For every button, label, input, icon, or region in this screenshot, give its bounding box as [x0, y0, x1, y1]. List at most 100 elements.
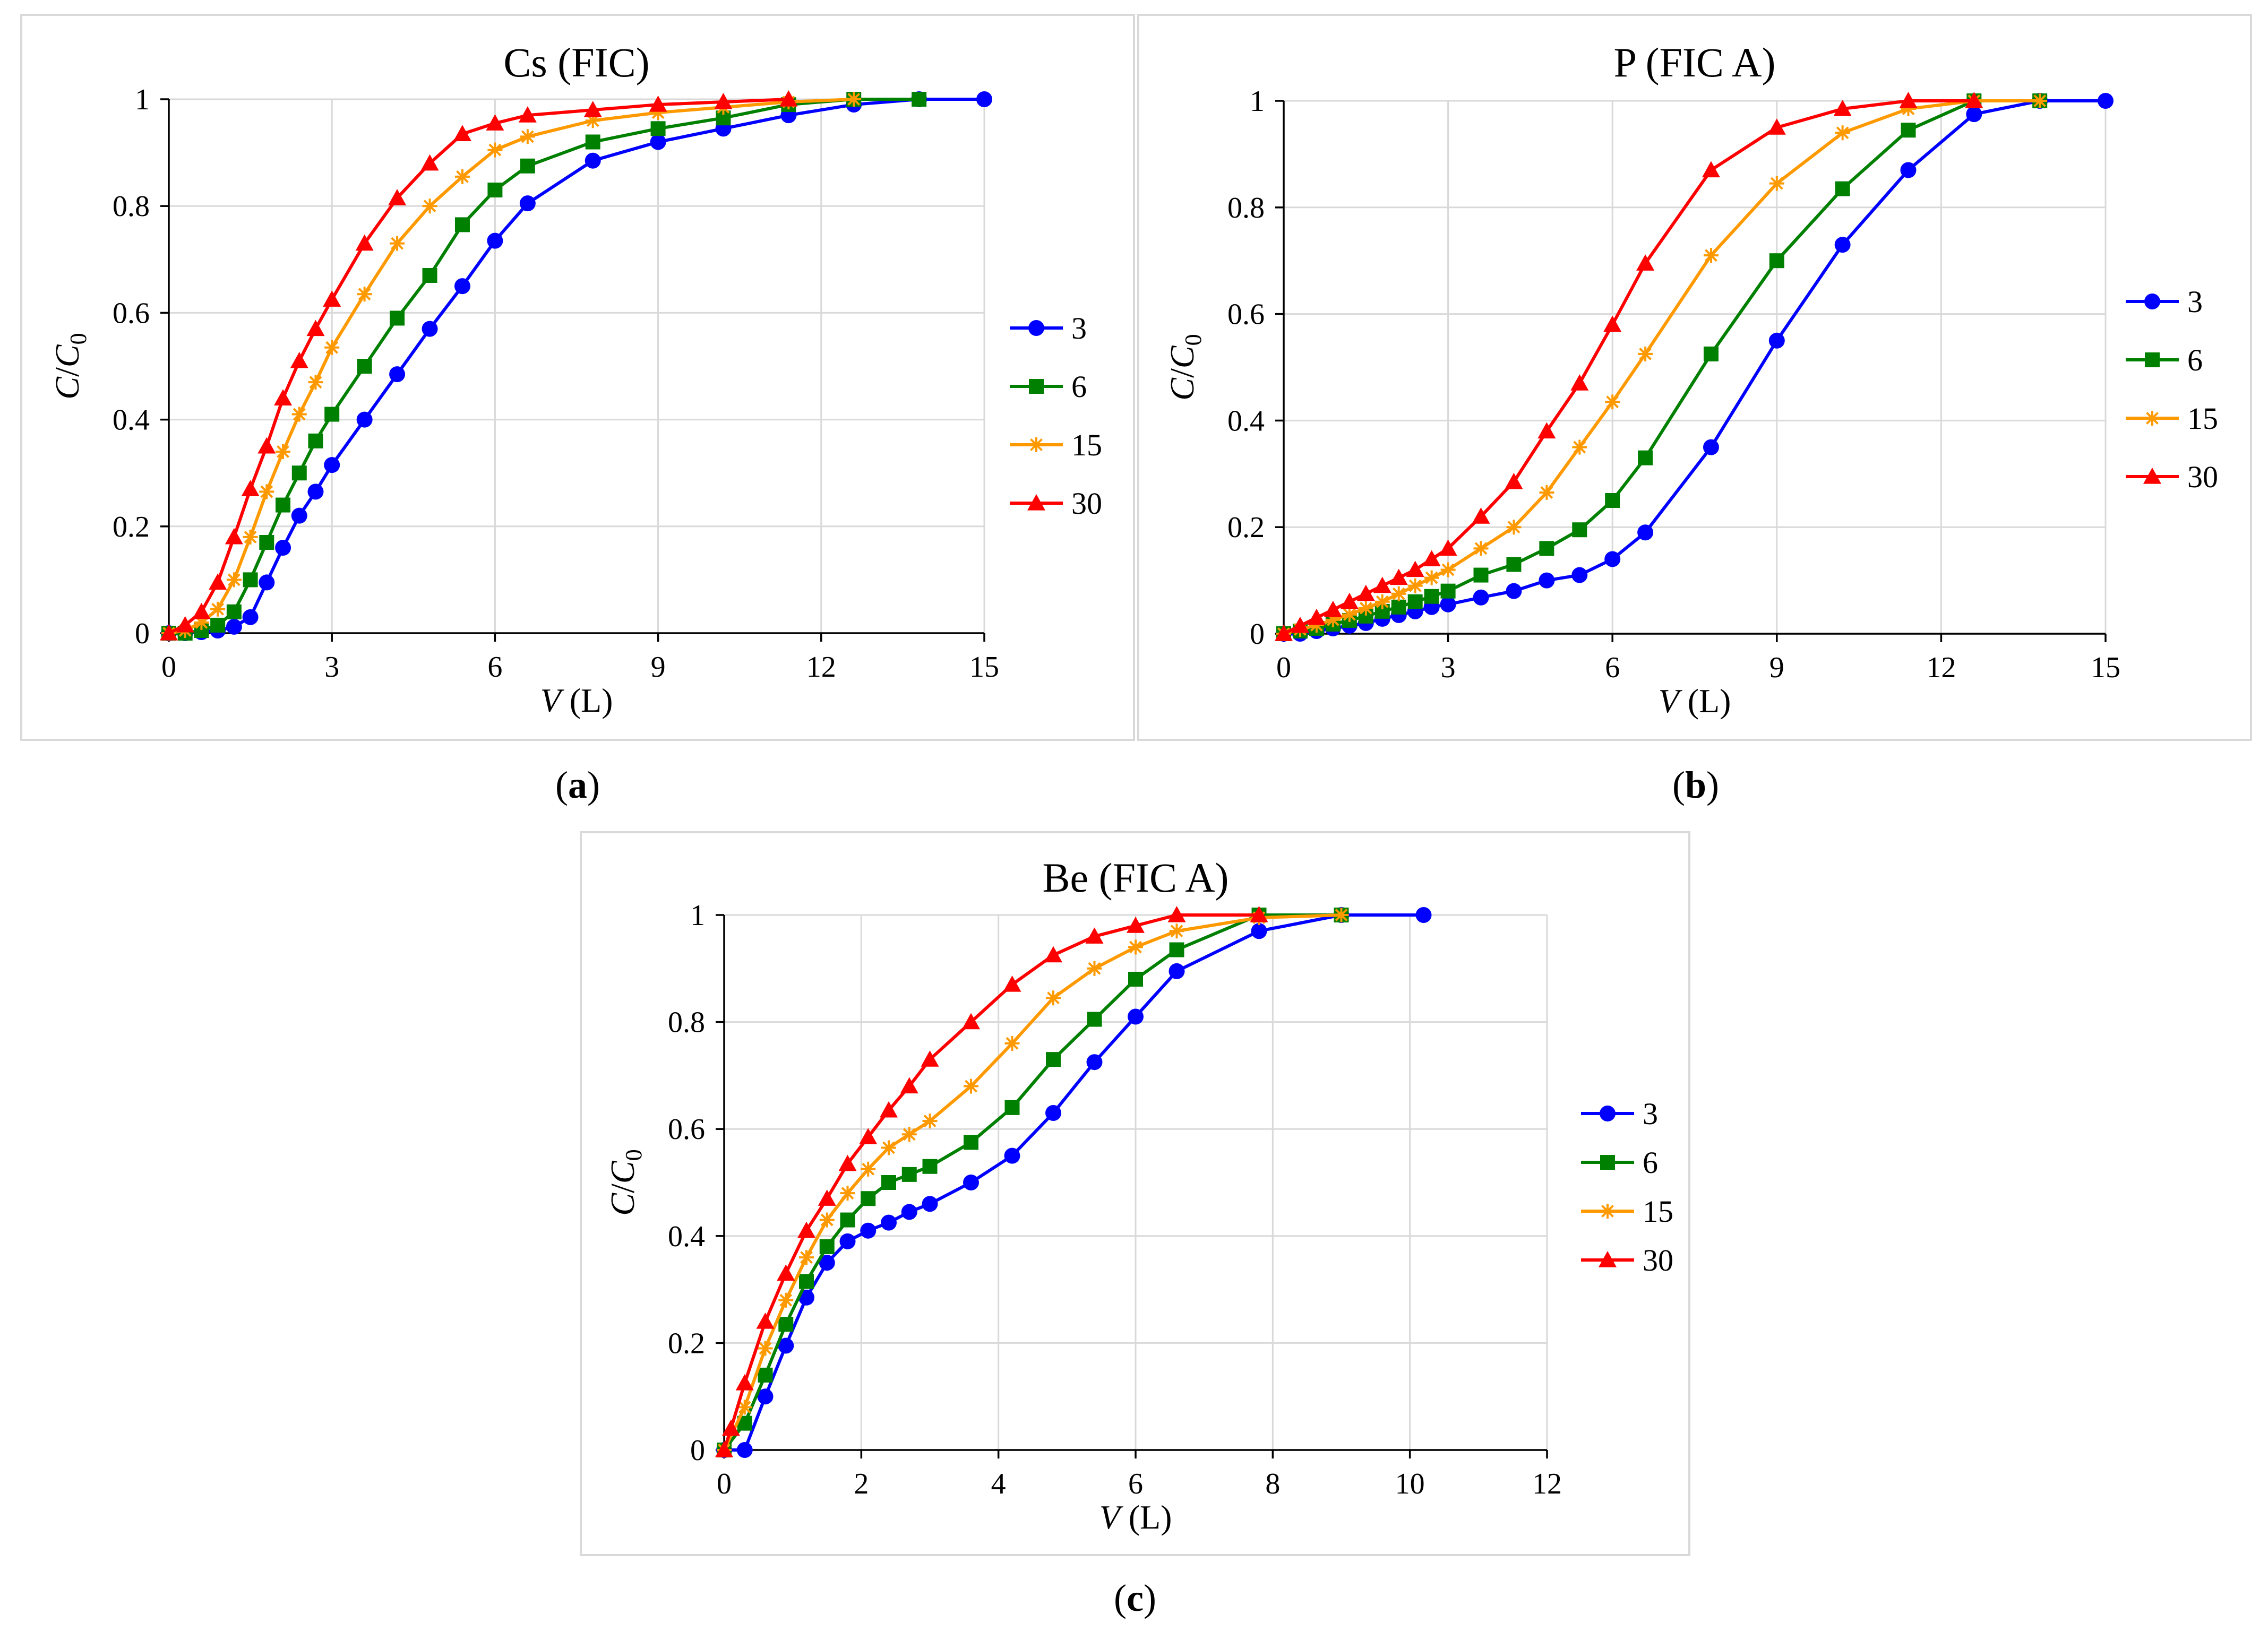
data-point-15 — [1358, 600, 1373, 616]
legend-item-3: 3 — [1581, 1097, 1658, 1131]
legend-label: 30 — [1643, 1243, 1673, 1278]
legend-marker — [2144, 294, 2160, 309]
data-point-3 — [1539, 572, 1555, 589]
series-line-15 — [168, 98, 854, 635]
data-point-3 — [736, 1442, 753, 1458]
data-point-3 — [242, 609, 259, 625]
data-point-6 — [226, 604, 242, 619]
y-tick-label: 0.4 — [668, 1220, 705, 1253]
data-point-15 — [2032, 93, 2048, 108]
data-point-6 — [1440, 583, 1456, 599]
data-point-3 — [307, 484, 324, 500]
data-point-30 — [735, 1374, 754, 1391]
data-point-30 — [1603, 315, 1622, 332]
data-point-30 — [323, 290, 341, 307]
chart-panel-c: 0 0.2 0.4 0.6 0.8 1 0 2 4 6 8 10 12 Be (FIC A) V (L) C/… — [580, 831, 1690, 1556]
data-point-15 — [1473, 541, 1489, 556]
legend-label: 3 — [1071, 311, 1087, 346]
legend-marker — [2145, 411, 2160, 426]
data-point-15 — [1572, 439, 1587, 455]
data-point-3 — [2098, 93, 2114, 109]
data-point-30 — [290, 351, 308, 368]
data-point-3 — [1128, 1008, 1144, 1025]
data-point-15 — [840, 1186, 855, 1201]
data-point-3 — [881, 1214, 897, 1231]
caption-b: (b) — [1672, 764, 1719, 806]
x-tick-label: 0 — [717, 1468, 732, 1500]
x-tick-label: 12 — [1532, 1468, 1562, 1500]
data-point-3 — [922, 1196, 938, 1212]
data-point-30 — [1422, 550, 1441, 567]
data-point-3 — [1604, 551, 1621, 567]
data-point-30 — [859, 1128, 878, 1144]
legend-marker — [1027, 494, 1045, 511]
legend-label: 6 — [1071, 369, 1087, 404]
caption-a: (a) — [555, 764, 600, 806]
data-point-15 — [1087, 961, 1102, 976]
caption-c-letter: c — [1127, 1577, 1144, 1619]
legend-label: 3 — [1643, 1097, 1658, 1131]
data-point-30 — [1537, 422, 1556, 439]
data-point-15 — [1407, 578, 1423, 593]
data-point-6 — [390, 310, 405, 326]
data-point-3 — [259, 574, 275, 591]
data-point-15 — [1128, 939, 1143, 955]
data-point-15 — [422, 198, 437, 214]
data-point-30 — [715, 1441, 733, 1457]
data-point-30 — [355, 234, 374, 251]
data-point-6 — [324, 407, 340, 422]
data-point-6 — [487, 183, 503, 198]
y-tick-label: 0 — [135, 617, 150, 650]
data-point-6 — [1769, 253, 1784, 269]
legend-marker — [1600, 1106, 1616, 1121]
data-point-30 — [838, 1154, 857, 1171]
x-tick-label: 3 — [1441, 651, 1456, 684]
data-point-6 — [1539, 541, 1554, 556]
data-point-15 — [226, 572, 242, 588]
data-point-3 — [1440, 596, 1456, 612]
data-point-30 — [797, 1221, 815, 1238]
y-tick-label: 0.6 — [113, 297, 150, 330]
x-axis-label: V (L) — [540, 681, 613, 719]
data-point-15 — [1703, 248, 1719, 263]
y-tick-label: 0 — [1250, 618, 1265, 651]
chart-panel-b: 0 0.2 0.4 0.6 0.8 1 0 3 6 9 12 15 P (FIC A) V (L) C/C0… — [1137, 14, 2252, 741]
data-point-3 — [275, 540, 291, 556]
data-point-3 — [1966, 106, 1982, 123]
data-point-15 — [799, 1250, 814, 1265]
data-point-6 — [964, 1135, 978, 1150]
x-tick-label: 10 — [1395, 1468, 1425, 1500]
series-30 — [1275, 92, 1983, 641]
y-tick-label: 0.2 — [668, 1327, 705, 1360]
data-point-30 — [241, 480, 260, 496]
legend-item-6: 6 — [1581, 1145, 1658, 1180]
data-point-6 — [291, 465, 307, 481]
x-tick-label: 15 — [969, 651, 999, 684]
data-point-30 — [176, 616, 194, 633]
data-point-6 — [840, 1212, 855, 1228]
x-tick-label: 12 — [1926, 651, 1956, 684]
y-tick-label: 1 — [1250, 85, 1265, 118]
data-point-15 — [291, 407, 307, 422]
data-point-6 — [210, 617, 226, 633]
data-point-30 — [453, 125, 471, 141]
data-point-30 — [779, 90, 798, 107]
x-axis-label: V (L) — [1099, 1498, 1172, 1536]
legend-label: 6 — [1643, 1145, 1658, 1180]
data-point-15 — [901, 1127, 917, 1142]
data-point-6 — [1835, 181, 1850, 196]
data-point-6 — [1424, 589, 1439, 604]
x-tick-label: 9 — [1769, 651, 1784, 684]
data-point-6 — [650, 121, 666, 136]
data-point-30 — [1250, 906, 1268, 922]
data-point-15 — [1424, 570, 1439, 585]
data-point-6 — [276, 497, 291, 513]
data-point-6 — [1407, 594, 1423, 609]
data-point-15 — [259, 484, 274, 499]
x-tick-label: 12 — [806, 651, 836, 684]
data-point-3 — [901, 1204, 917, 1220]
chart-b: 0 0.2 0.4 0.6 0.8 1 0 3 6 9 12 15 P (FIC A) V (L) C/C0… — [1137, 14, 2252, 741]
data-point-6 — [1473, 567, 1489, 583]
x-axis-label: V (L) — [1659, 682, 1731, 720]
data-point-3 — [454, 278, 470, 295]
